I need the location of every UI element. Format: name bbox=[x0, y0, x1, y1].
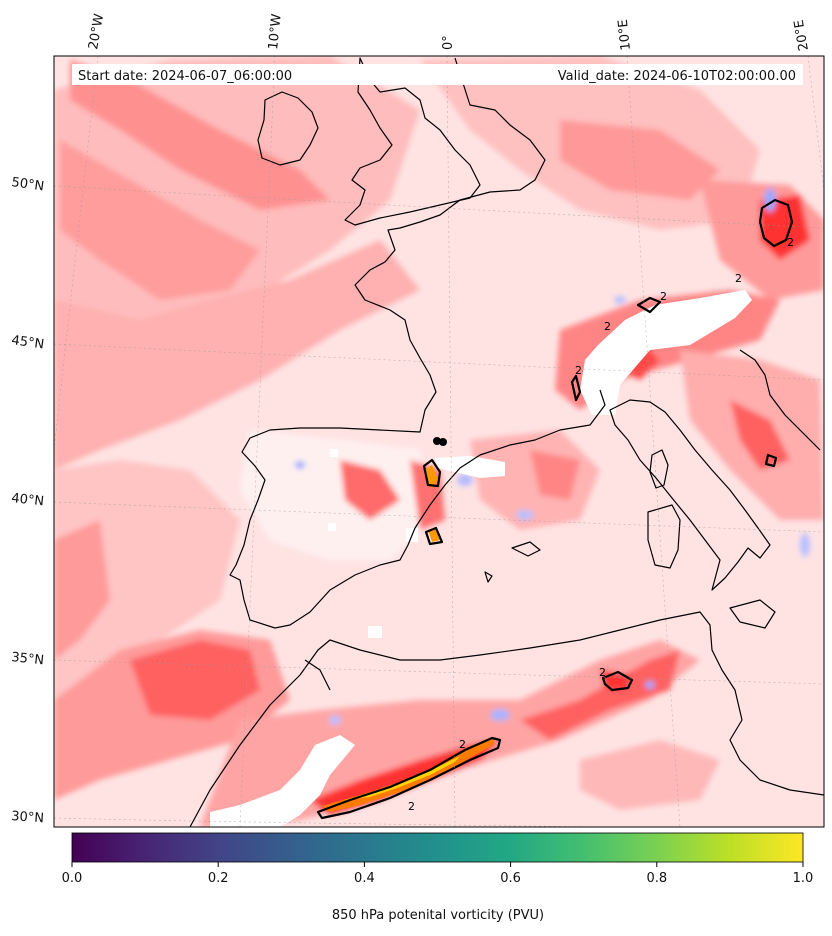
colorbar-label: 850 hPa potenital vorticity (PVU) bbox=[332, 908, 544, 923]
contour-label: 2 bbox=[604, 320, 611, 333]
start-date-label: Start date: 2024-06-07_06:00:00 bbox=[78, 69, 292, 84]
missing-data-areas bbox=[210, 290, 752, 827]
contour-labels: 2 2 2 2 2 2 2 2 bbox=[408, 236, 794, 813]
valid-date-label: Valid_date: 2024-06-10T02:00:00.00 bbox=[558, 69, 796, 84]
pv-2-contours bbox=[316, 198, 794, 820]
colorbar-tick-label: 0.0 bbox=[62, 871, 83, 886]
contour-label: 2 bbox=[599, 666, 606, 679]
colorbar: 0.0 0.2 0.4 0.6 0.8 1.0 850 hPa potenital vor… bbox=[62, 832, 814, 923]
lon-label: 0° bbox=[441, 35, 456, 50]
contour-label: 2 bbox=[660, 290, 667, 303]
colorbar-tick-label: 1.0 bbox=[793, 871, 814, 886]
marker-dots bbox=[433, 437, 447, 446]
colorbar-ticks: 0.0 0.2 0.4 0.6 0.8 1.0 bbox=[62, 862, 814, 886]
lat-label: 40°N bbox=[11, 491, 45, 509]
lon-label: 20°W bbox=[86, 13, 107, 51]
colorbar-tick-label: 0.2 bbox=[208, 871, 229, 886]
coastlines bbox=[189, 57, 824, 827]
colorbar-tick-label: 0.8 bbox=[646, 871, 667, 886]
lon-label: 20°E bbox=[792, 19, 812, 52]
map-frame bbox=[53, 55, 825, 828]
map-panel: 2 2 2 2 2 2 2 2 bbox=[54, 56, 824, 827]
graticule bbox=[54, 56, 824, 827]
latitude-labels: 50°N 45°N 40°N 35°N 30°N bbox=[10, 175, 45, 826]
colorbar-tick-label: 0.4 bbox=[354, 871, 375, 886]
contour-label: 2 bbox=[408, 800, 415, 813]
lat-label: 30°N bbox=[11, 809, 45, 826]
colorbar-gradient bbox=[71, 832, 804, 863]
contour-label: 2 bbox=[735, 272, 742, 285]
lat-label: 45°N bbox=[10, 333, 45, 352]
contour-label: 2 bbox=[459, 738, 466, 751]
header-box bbox=[72, 64, 803, 85]
contour-label: 2 bbox=[787, 236, 794, 249]
lat-label: 50°N bbox=[10, 175, 45, 194]
colorbar-tick-label: 0.6 bbox=[500, 871, 521, 886]
lon-label: 10°W bbox=[266, 13, 285, 50]
pv-field-shading bbox=[54, 56, 824, 827]
contour-label: 2 bbox=[575, 364, 582, 377]
lon-label: 10°E bbox=[616, 18, 634, 51]
lat-label: 35°N bbox=[11, 650, 45, 668]
longitude-labels: 20°W 10°W 0° 10°E 20°E bbox=[86, 13, 812, 52]
